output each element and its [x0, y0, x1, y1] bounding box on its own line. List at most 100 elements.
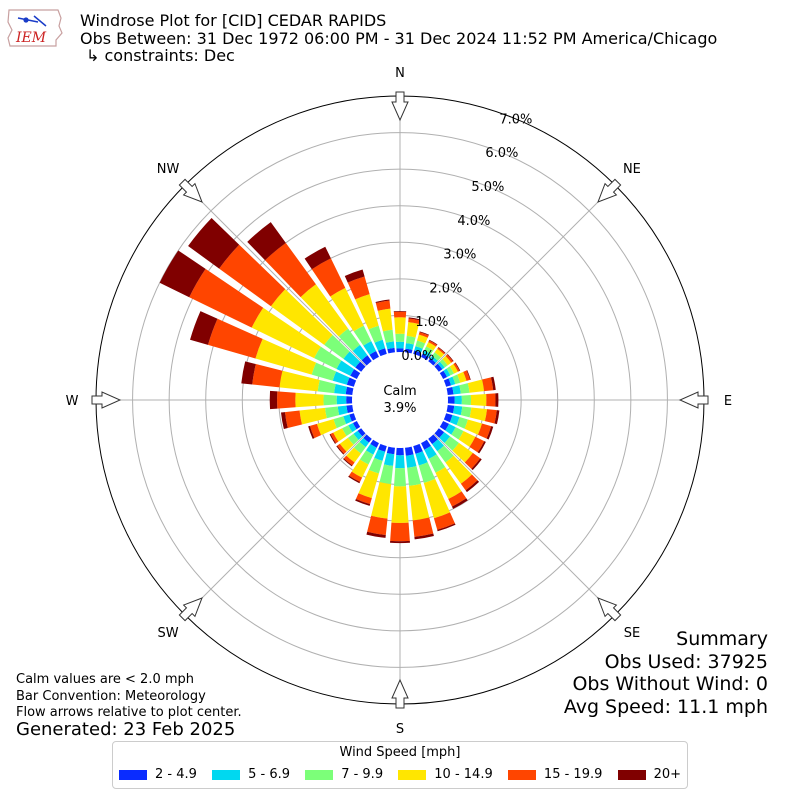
- windrose-bar-segment: [415, 451, 428, 466]
- radial-tick-label: 5.0%: [471, 180, 504, 195]
- windrose-bar-segment: [432, 439, 445, 452]
- windrose-bar-segment: [466, 370, 471, 380]
- windrose-bar-segment: [396, 447, 404, 456]
- windrose-bar-segment: [284, 410, 302, 428]
- windrose-bar-segment: [377, 308, 393, 332]
- windrose-bar-segment: [219, 244, 286, 307]
- radial-tick-label: 0.0%: [401, 349, 434, 364]
- windrose-bar-segment: [270, 289, 333, 345]
- compass-label: NW: [157, 162, 180, 177]
- compass-label: S: [396, 722, 404, 737]
- grid-spoke: [184, 433, 367, 616]
- windrose-bar-segment: [336, 360, 355, 376]
- radial-tick-label: 6.0%: [485, 146, 518, 161]
- compass-arrow-icon: [597, 178, 622, 203]
- windrose-bar-segment: [486, 426, 494, 440]
- windrose-bar-segment: [490, 376, 496, 391]
- windrose-bar-segment: [396, 348, 404, 353]
- windrose-bar-segment: [378, 348, 387, 357]
- windrose-bar-segment: [471, 458, 482, 471]
- windrose-bar-segment: [346, 405, 354, 414]
- windrose-bar-segment: [418, 332, 429, 338]
- windrose-bar-segment: [367, 515, 388, 536]
- compass-label: SE: [624, 626, 640, 641]
- windrose-bar-segment: [446, 386, 454, 395]
- legend-swatch: [305, 769, 334, 780]
- windrose-bar-segment: [405, 335, 416, 345]
- obs-without-wind: Obs Without Wind: 0: [572, 673, 768, 695]
- generated-date: Generated: 23 Feb 2025: [16, 719, 236, 740]
- windrose-bar-segment: [434, 428, 445, 438]
- windrose-bar-segment: [370, 439, 379, 448]
- windrose-bar-segment: [426, 342, 437, 351]
- windrose-bars: [159, 218, 500, 544]
- windrose-bar-segment: [382, 329, 394, 343]
- windrose-bar-segment: [339, 437, 354, 452]
- legend-swatch: [398, 769, 427, 780]
- windrose-bar-segment: [359, 450, 374, 465]
- grid-spoke: [433, 433, 616, 616]
- windrose-bar-segment: [337, 443, 347, 454]
- windrose-bar-segment: [417, 334, 428, 344]
- windrose-bar-segment: [447, 396, 455, 404]
- windrose-bar-segment: [460, 406, 472, 418]
- windrose-bar-segment: [336, 395, 347, 405]
- windrose-bar-segment: [342, 425, 353, 437]
- windrose-bar-segment: [355, 361, 366, 372]
- legend-item: 15 - 19.9: [507, 767, 603, 782]
- windrose-bar-segment: [353, 325, 372, 346]
- legend-label: 2 - 4.9: [155, 767, 197, 782]
- windrose-bar-segment: [412, 517, 434, 537]
- windrose-bar-segment: [346, 377, 357, 387]
- windrose-bar-segment: [451, 427, 464, 440]
- windrose-bar-segment: [405, 348, 413, 354]
- compass-label: W: [66, 394, 79, 409]
- windrose-bar-segment: [454, 395, 462, 405]
- windrose-bar-segment: [368, 325, 383, 343]
- windrose-bar-segment: [375, 299, 390, 304]
- windrose-bar-segment: [428, 358, 436, 366]
- windrose-bar-segment: [421, 353, 429, 361]
- summary-panel: Summary Obs Used: 37925 Obs Without Wind…: [564, 628, 768, 718]
- windrose-bar-segment: [469, 407, 488, 422]
- windrose-bar-segment: [463, 370, 471, 381]
- windrose-bar-segment: [337, 405, 348, 416]
- windrose-bar-segment: [459, 383, 470, 394]
- windrose-bar-segment: [445, 455, 472, 484]
- grid-spoke: [433, 184, 616, 367]
- windrose-bar-segment: [445, 354, 454, 363]
- windrose-bar-segment: [353, 430, 363, 440]
- windrose-bar-segment: [422, 350, 431, 358]
- windrose-bar-segment: [343, 351, 361, 368]
- windrose-bar-segment: [394, 317, 406, 334]
- windrose-bar-segment: [390, 522, 410, 542]
- windrose-bar-segment: [447, 353, 454, 362]
- windrose-bar-segment: [349, 471, 363, 482]
- windrose-bar-segment: [470, 393, 487, 407]
- legend-label: 15 - 19.9: [543, 767, 603, 782]
- windrose-bar-segment: [445, 423, 456, 435]
- windrose-bar-segment: [344, 269, 365, 283]
- windrose-bar-segment: [348, 475, 361, 484]
- windrose-bar-segment: [247, 222, 286, 261]
- windrose-bar-segment: [449, 415, 460, 426]
- compass-arrow-icon: [597, 597, 622, 622]
- windrose-bar-segment: [374, 449, 386, 461]
- windrose-bar-segment: [387, 347, 395, 354]
- windrose-bar-segment: [390, 540, 410, 544]
- windrose-bar-segment: [409, 483, 430, 521]
- windrose-bar-segment: [442, 355, 452, 366]
- legend-label: 10 - 14.9: [434, 767, 493, 782]
- calm-threshold-note: Calm values are < 2.0 mph: [16, 672, 195, 687]
- windrose-bar-segment: [432, 352, 441, 361]
- legend: Wind Speed [mph] 2 - 4.9 5 - 6.9 7 - 9.9 10…: [112, 741, 688, 789]
- windrose-bar-segment: [407, 466, 421, 486]
- windrose-bar-segment: [345, 386, 354, 395]
- windrose-bar-segment: [464, 419, 482, 435]
- calm-value: 3.9%: [383, 401, 416, 416]
- windrose-bar-segment: [347, 433, 359, 445]
- compass-arrow-icon: [178, 178, 203, 203]
- windrose-bar-segment: [405, 446, 414, 456]
- windrose-bar-segment: [443, 413, 453, 423]
- windrose-bar-segment: [482, 377, 494, 392]
